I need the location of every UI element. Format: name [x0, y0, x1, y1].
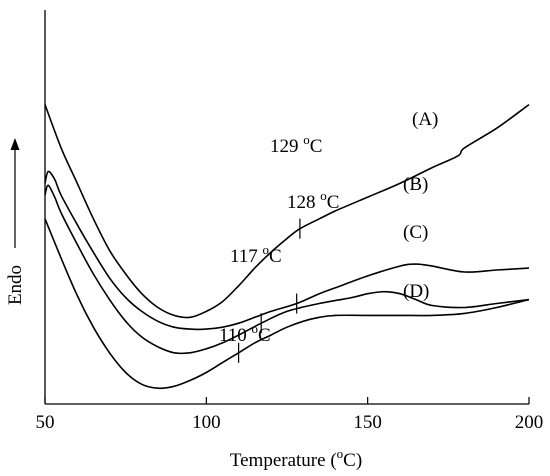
x-ticks: 50 100 150 200 [36, 397, 544, 433]
series-label-d: (D) [403, 281, 429, 302]
annotation-label: 117 oC [230, 242, 282, 267]
y-axis-title: Endo [5, 265, 26, 305]
series-line-d [44, 218, 530, 390]
y-axis-arrow-head [10, 138, 20, 150]
annotation-label: 128 oC [287, 188, 339, 213]
series-line-a [44, 103, 530, 319]
x-tick-label: 200 [515, 412, 544, 433]
x-tick-label: 150 [353, 412, 382, 433]
x-axis-title-part: Temperature ( [230, 450, 337, 471]
series-line-b [44, 170, 530, 331]
x-tick-label: 100 [192, 412, 221, 433]
x-axis-title-degree: o [337, 446, 344, 461]
transition-annotations: 129 oC 128 oC 117 oC 110 oC [219, 132, 339, 363]
series-labels: (A) (B) (C) (D) [403, 109, 438, 302]
series-label-c: (C) [403, 222, 428, 243]
series-label-b: (B) [403, 174, 428, 195]
axes [44, 10, 529, 405]
annotation-label: 110 oC [219, 321, 271, 346]
series-label-a: (A) [412, 109, 438, 130]
annotation-label: 129 oC [270, 132, 322, 157]
x-axis-title-unit: C) [343, 450, 362, 471]
x-axis-title: Temperature (oC) [230, 446, 362, 471]
series-line-c [44, 184, 530, 355]
x-tick-label: 50 [36, 412, 55, 433]
